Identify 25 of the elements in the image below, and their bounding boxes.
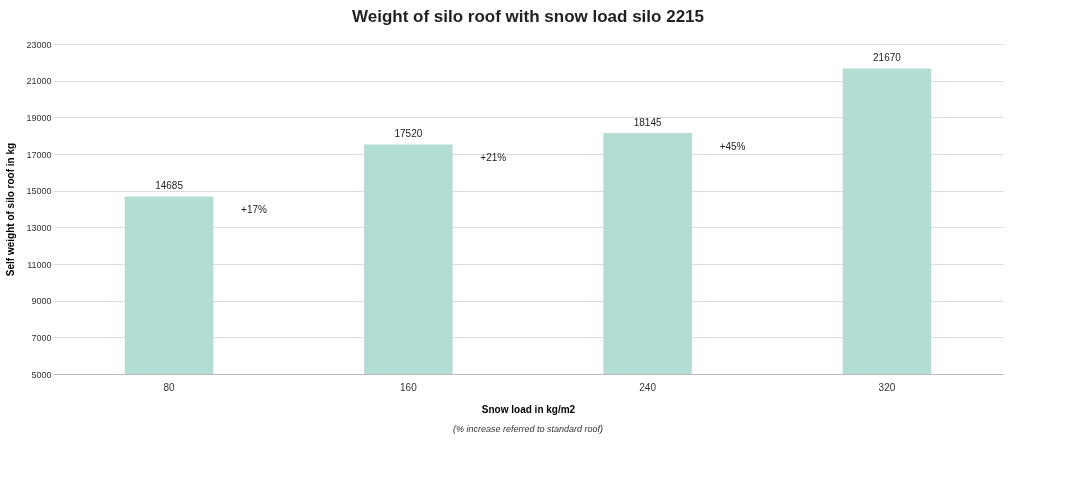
y-axis-title: Self weight of silo roof in kg: [5, 142, 17, 277]
annotation: +21%: [480, 152, 507, 164]
y-tick-label: 7000: [31, 332, 52, 343]
x-tick-label: 80: [163, 381, 176, 393]
data-label: 18145: [633, 117, 662, 129]
data-label: 14685: [155, 180, 184, 192]
y-tick-label: 23000: [26, 39, 52, 50]
x-axis-title: Snow load in kg/m2: [481, 403, 576, 415]
x-tick-label: 160: [400, 381, 418, 393]
y-tick-label: 13000: [26, 222, 52, 233]
y-tick-label: 9000: [31, 296, 52, 307]
y-tick-label: 21000: [26, 76, 52, 87]
y-tick-label: 19000: [26, 112, 52, 123]
annotation: +17%: [241, 204, 268, 216]
annotation: +45%: [719, 141, 746, 153]
y-tick-label: 5000: [31, 369, 52, 380]
x-tick-label: 240: [639, 381, 657, 393]
chart-title: Weight of silo roof with snow load silo 2215: [352, 7, 704, 26]
y-tick-label: 11000: [27, 259, 52, 270]
data-label: 21670: [873, 52, 902, 64]
y-tick-label: 15000: [26, 186, 52, 197]
y-tick-label: 17000: [26, 149, 52, 160]
text: (% increase referred to standard roof): [452, 424, 604, 434]
x-tick-label: 320: [878, 381, 896, 393]
data-label: 17520: [394, 128, 423, 140]
